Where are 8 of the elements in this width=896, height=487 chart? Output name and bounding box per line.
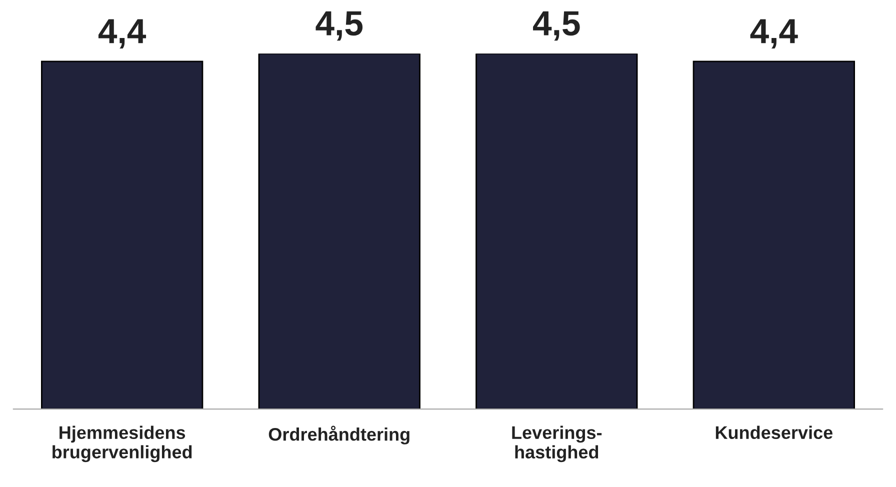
x-tick-label: Kundeservice: [716, 426, 833, 440]
data-label: 4,5: [316, 11, 363, 41]
x-tick-label: Leverings- hastighed: [512, 426, 602, 462]
data-label: 4,5: [533, 11, 580, 41]
x-tick-label: Hjemmesidens brugervenlighed: [52, 426, 192, 462]
data-label: 4,4: [98, 19, 146, 49]
data-label: 4,4: [750, 19, 798, 49]
x-tick-label: Ordrehåndtering: [268, 426, 410, 444]
